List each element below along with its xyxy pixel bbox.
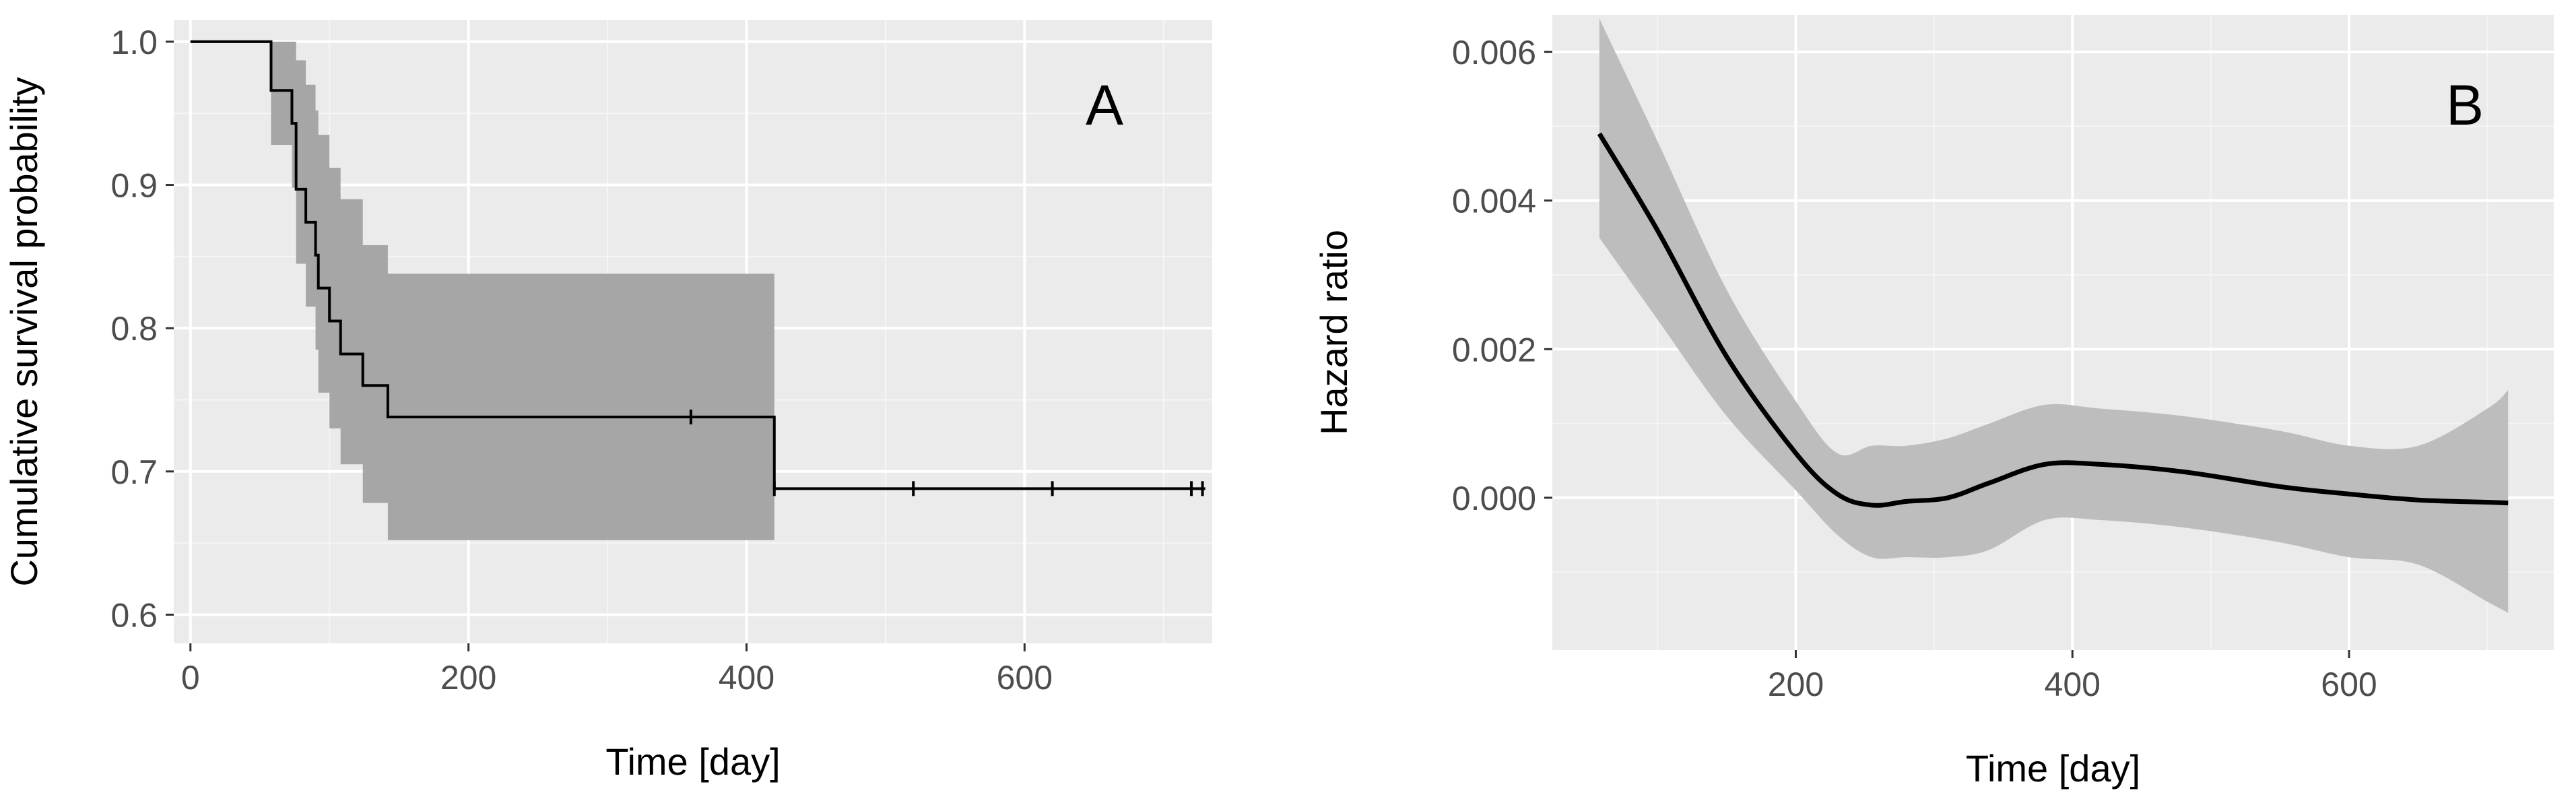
x-tick-label: 400 xyxy=(2045,666,2101,703)
x-tick-label: 200 xyxy=(440,659,496,697)
x-tick-label: 600 xyxy=(2321,666,2377,703)
x-axis-title: Time [day] xyxy=(605,740,780,783)
y-tick-label: 0.8 xyxy=(110,310,158,348)
confidence-band xyxy=(1599,18,2509,613)
y-tick-label: 1.0 xyxy=(110,24,158,61)
y-axis-title: Cumulative survival probability xyxy=(3,77,45,586)
x-tick-label: 0 xyxy=(181,659,200,697)
y-tick-label: 0.006 xyxy=(1452,34,1536,71)
chart-panel-b: 200 400 600 0.000 0.002 0.004 0.006 Time [day] H… xyxy=(1313,15,2554,790)
panel-label: B xyxy=(2446,73,2484,137)
x-axis-title: Time [day] xyxy=(1966,747,2140,790)
y-tick-label: 0.002 xyxy=(1452,331,1536,368)
y-tick-label: 0.9 xyxy=(110,167,158,205)
hazard-curve xyxy=(1597,132,2509,508)
x-tick-label: 400 xyxy=(719,659,774,697)
confidence-band xyxy=(190,41,774,540)
panel-label: A xyxy=(1086,73,1123,137)
survival-curve xyxy=(190,40,1206,490)
x-tick-label: 200 xyxy=(1768,666,1824,703)
y-tick-label: 0.000 xyxy=(1452,480,1536,517)
y-axis-title: Hazard ratio xyxy=(1313,230,1355,435)
y-tick-label: 0.7 xyxy=(110,453,158,491)
chart-panel-a: 0 200 400 600 0.6 0.7 0.8 0.9 1.0 Time [day] Cumul… xyxy=(3,20,1212,783)
y-tick-label: 0.6 xyxy=(110,596,158,634)
y-tick-label: 0.004 xyxy=(1452,183,1536,220)
x-tick-label: 600 xyxy=(997,659,1053,697)
